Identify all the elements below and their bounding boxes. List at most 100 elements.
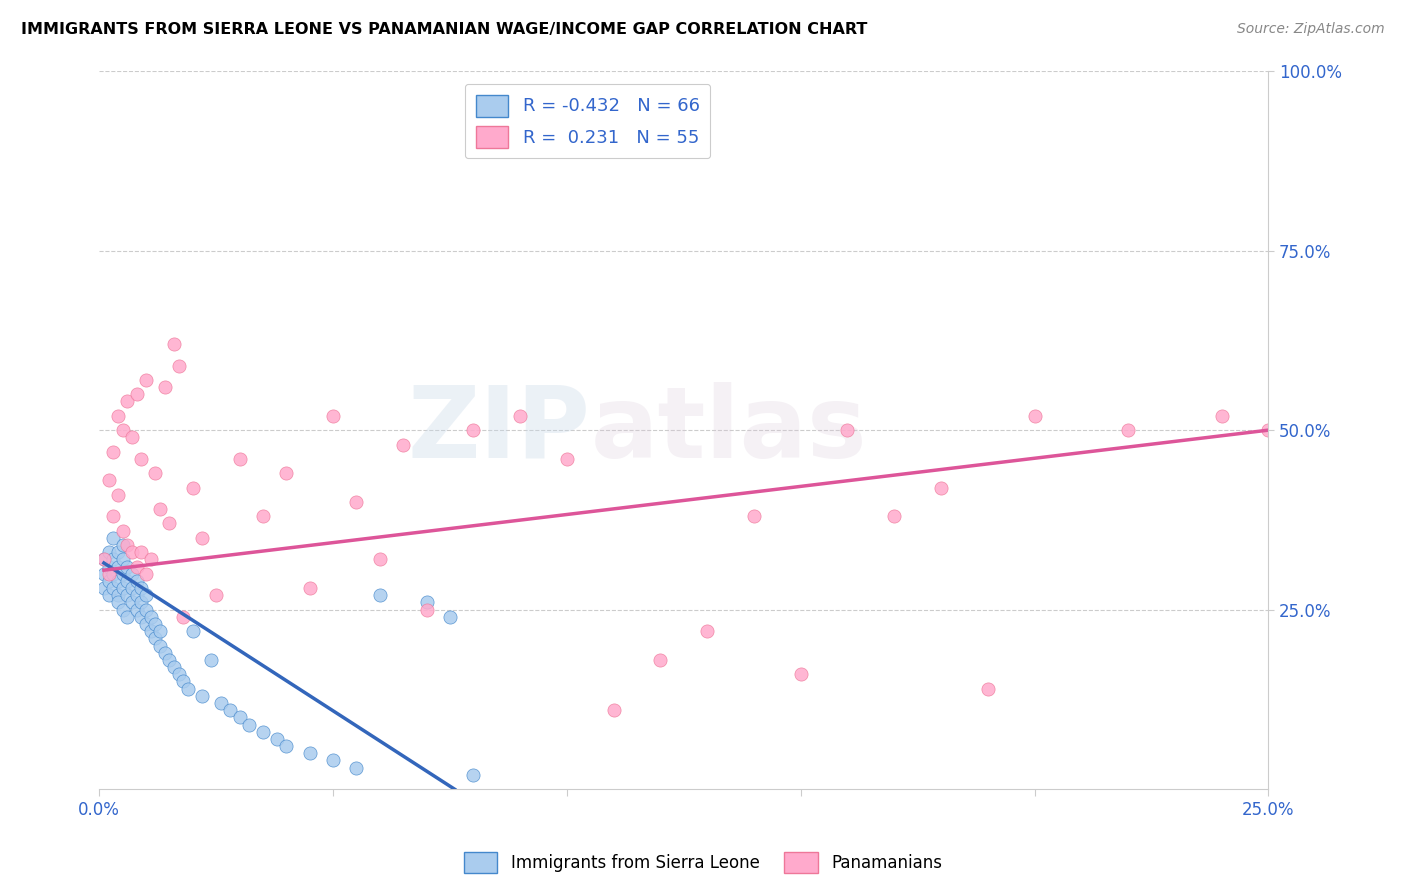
Point: [103, 581, 125, 595]
Point: [153, 380, 176, 394]
Point: [555, 451, 578, 466]
Point: [107, 595, 129, 609]
Point: [139, 552, 162, 566]
Point: [97, 574, 120, 588]
Point: [252, 724, 274, 739]
Point: [172, 674, 194, 689]
Point: [837, 423, 859, 437]
Point: [1116, 423, 1139, 437]
Point: [135, 373, 157, 387]
Point: [172, 610, 194, 624]
Text: ZIP: ZIP: [408, 382, 591, 479]
Point: [97, 588, 120, 602]
Point: [121, 595, 143, 609]
Point: [346, 761, 368, 775]
Point: [181, 624, 204, 639]
Point: [177, 681, 200, 696]
Point: [117, 394, 139, 409]
Point: [111, 581, 134, 595]
Point: [129, 581, 152, 595]
Point: [181, 481, 204, 495]
Point: [93, 566, 115, 581]
Point: [463, 768, 485, 782]
Point: [392, 437, 415, 451]
Point: [143, 617, 166, 632]
Point: [129, 595, 152, 609]
Point: [111, 423, 134, 437]
Point: [789, 667, 811, 681]
Point: [103, 444, 125, 458]
Point: [103, 552, 125, 566]
Point: [149, 502, 172, 516]
Point: [153, 646, 176, 660]
Point: [415, 602, 437, 616]
Point: [143, 632, 166, 646]
Point: [103, 566, 125, 581]
Point: [298, 581, 321, 595]
Point: [125, 588, 148, 602]
Point: [107, 559, 129, 574]
Legend: R = -0.432   N = 66, R =  0.231   N = 55: R = -0.432 N = 66, R = 0.231 N = 55: [465, 84, 710, 159]
Point: [650, 653, 672, 667]
Point: [107, 545, 129, 559]
Point: [163, 660, 186, 674]
Point: [117, 559, 139, 574]
Point: [107, 409, 129, 423]
Point: [742, 509, 765, 524]
Point: [107, 574, 129, 588]
Point: [107, 588, 129, 602]
Point: [129, 545, 152, 559]
Point: [191, 689, 214, 703]
Point: [117, 538, 139, 552]
Point: [167, 667, 190, 681]
Point: [129, 451, 152, 466]
Point: [209, 696, 232, 710]
Point: [135, 602, 157, 616]
Point: [463, 423, 485, 437]
Point: [121, 566, 143, 581]
Point: [117, 588, 139, 602]
Point: [93, 552, 115, 566]
Point: [977, 681, 1000, 696]
Point: [322, 409, 344, 423]
Point: [228, 710, 250, 724]
Point: [111, 524, 134, 538]
Text: IMMIGRANTS FROM SIERRA LEONE VS PANAMANIAN WAGE/INCOME GAP CORRELATION CHART: IMMIGRANTS FROM SIERRA LEONE VS PANAMANI…: [21, 22, 868, 37]
Point: [346, 495, 368, 509]
Point: [191, 531, 214, 545]
Point: [167, 359, 190, 373]
Point: [143, 467, 166, 481]
Point: [276, 467, 298, 481]
Point: [139, 610, 162, 624]
Point: [129, 610, 152, 624]
Point: [121, 545, 143, 559]
Point: [252, 509, 274, 524]
Point: [121, 581, 143, 595]
Point: [97, 474, 120, 488]
Point: [238, 717, 260, 731]
Legend: Immigrants from Sierra Leone, Panamanians: Immigrants from Sierra Leone, Panamanian…: [457, 846, 949, 880]
Point: [929, 481, 952, 495]
Point: [125, 559, 148, 574]
Point: [111, 566, 134, 581]
Point: [200, 653, 222, 667]
Point: [368, 588, 391, 602]
Point: [111, 538, 134, 552]
Point: [415, 595, 437, 609]
Text: Source: ZipAtlas.com: Source: ZipAtlas.com: [1237, 22, 1385, 37]
Point: [97, 545, 120, 559]
Point: [157, 653, 180, 667]
Point: [97, 566, 120, 581]
Point: [117, 574, 139, 588]
Text: atlas: atlas: [591, 382, 868, 479]
Point: [1257, 423, 1279, 437]
Point: [368, 552, 391, 566]
Point: [298, 747, 321, 761]
Point: [125, 602, 148, 616]
Point: [1211, 409, 1233, 423]
Point: [97, 559, 120, 574]
Point: [93, 552, 115, 566]
Point: [103, 531, 125, 545]
Point: [322, 754, 344, 768]
Point: [125, 574, 148, 588]
